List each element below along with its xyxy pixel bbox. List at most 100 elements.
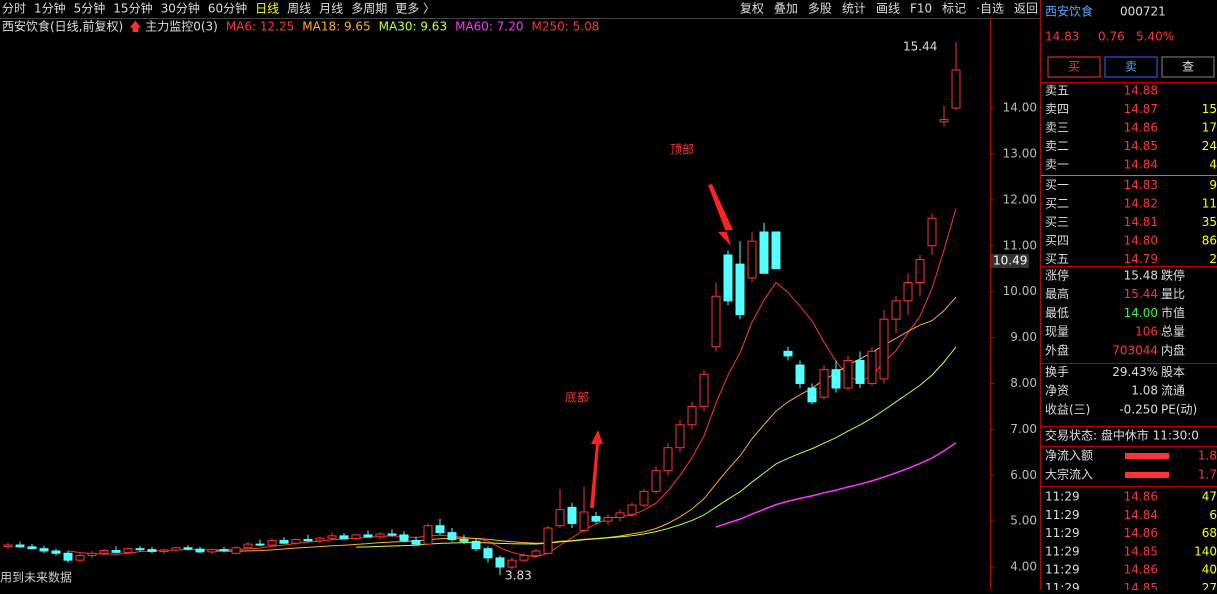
- trade-time: 11:29: [1045, 581, 1080, 590]
- trade-status: 交易状态: 盘中休市 11:30:0: [1045, 428, 1199, 443]
- candle-body: [111, 550, 121, 553]
- period-tab[interactable]: 更多 〉: [395, 2, 435, 16]
- trade-time: 11:29: [1045, 544, 1080, 558]
- candle-body: [411, 539, 421, 545]
- candle-body: [651, 470, 661, 492]
- trade-price: 14.86: [1124, 563, 1158, 577]
- stat-label: 外盘: [1045, 342, 1069, 357]
- trade-button-bg[interactable]: [1161, 56, 1215, 78]
- period-tab[interactable]: 5分钟: [74, 1, 106, 16]
- tool-button[interactable]: ·自选: [976, 2, 1004, 16]
- book-price: 14.83: [1124, 178, 1158, 192]
- stat-value: 703044: [1112, 343, 1158, 357]
- candle-body: [459, 539, 469, 542]
- candle-body: [927, 217, 937, 247]
- stat-value: 15.44: [1124, 287, 1158, 301]
- candle-body: [747, 240, 757, 279]
- flow-value: 1.8: [1198, 449, 1217, 463]
- book-volume: 35: [1202, 215, 1217, 229]
- period-tab[interactable]: 周线: [287, 2, 311, 16]
- period-tab[interactable]: 分时: [2, 2, 26, 16]
- period-tab[interactable]: 15分钟: [113, 1, 152, 16]
- stat-label-2: 跌停: [1161, 268, 1185, 283]
- candle-body: [183, 547, 193, 550]
- candle-body: [207, 549, 217, 553]
- flow-bar: [1125, 453, 1169, 459]
- book-label: 买二: [1045, 197, 1069, 211]
- tool-button[interactable]: 标记: [942, 2, 966, 16]
- stat-label: 最高: [1045, 286, 1069, 301]
- book-label: 买三: [1045, 215, 1069, 229]
- candle-body: [231, 547, 241, 554]
- trade-volume: 6: [1209, 508, 1217, 522]
- tool-button[interactable]: F10: [910, 2, 932, 16]
- stat-label: 现量: [1045, 325, 1069, 339]
- candle-body: [579, 511, 589, 531]
- candle-body: [171, 547, 181, 551]
- period-tab[interactable]: 多周期: [351, 2, 387, 16]
- note: 用到未来数据: [0, 570, 72, 585]
- book-price: 14.80: [1124, 234, 1158, 248]
- y-tick-label: 4.00: [1010, 560, 1037, 574]
- trade-button[interactable]: 查: [1182, 60, 1194, 74]
- candle-body: [303, 539, 313, 542]
- tool-button[interactable]: 复权: [740, 2, 764, 16]
- book-label: 买四: [1045, 234, 1069, 248]
- trade-button-bg[interactable]: [1104, 56, 1158, 78]
- candle-body: [915, 259, 925, 283]
- period-tab[interactable]: 月线: [319, 2, 343, 16]
- candle-body: [531, 550, 541, 557]
- tool-button[interactable]: 多股: [808, 2, 832, 16]
- candle-body: [675, 424, 685, 449]
- trade-time: 11:29: [1045, 563, 1080, 577]
- book-label: 卖二: [1045, 139, 1069, 153]
- trade-volume: 68: [1202, 526, 1217, 540]
- low-label: 3.83: [505, 569, 532, 583]
- change-pct: 5.40%: [1136, 30, 1174, 44]
- stat-label: 涨停: [1045, 268, 1069, 283]
- candle-body: [363, 534, 373, 538]
- candle-body: [219, 549, 229, 552]
- tool-button[interactable]: 返回: [1014, 2, 1038, 16]
- candle-body: [735, 263, 745, 316]
- annotation-top: 顶部: [670, 142, 694, 157]
- book-price: 14.86: [1124, 121, 1158, 135]
- up-arrow: 🡅: [129, 20, 141, 34]
- trade-button[interactable]: 买: [1068, 60, 1080, 74]
- chart-title: 西安饮食(日线,前复权): [2, 19, 123, 34]
- arrow: [708, 184, 733, 246]
- candle-body: [471, 540, 481, 550]
- tool-button[interactable]: 画线: [876, 2, 900, 16]
- period-tab[interactable]: 1分钟: [34, 1, 66, 16]
- book-price: 14.87: [1124, 102, 1158, 116]
- trade-button[interactable]: 卖: [1125, 60, 1137, 74]
- candle-body: [375, 533, 385, 538]
- candle-body: [903, 281, 913, 302]
- period-tab[interactable]: 60分钟: [208, 1, 247, 16]
- tool-button[interactable]: 统计: [842, 2, 866, 16]
- period-tab[interactable]: 30分钟: [161, 1, 200, 16]
- tool-button[interactable]: 叠加: [774, 2, 798, 16]
- change: 0.76: [1098, 30, 1125, 44]
- candle-body: [687, 405, 697, 426]
- trade-button-bg[interactable]: [1047, 56, 1101, 78]
- book-volume: 9: [1209, 178, 1217, 192]
- candle-body: [615, 512, 625, 518]
- trade-volume: 140: [1194, 544, 1217, 558]
- candle-body: [123, 548, 133, 553]
- candle-body: [483, 548, 493, 559]
- candle-body: [567, 506, 577, 524]
- period-tab[interactable]: 日线: [255, 2, 279, 16]
- candle-body: [663, 447, 673, 472]
- stat-label-2: 内盘: [1161, 342, 1185, 357]
- price-tag: 10.49: [993, 254, 1027, 268]
- annotation-bottom: 底部: [565, 390, 589, 405]
- trade-time: 11:29: [1045, 508, 1080, 522]
- y-tick-label: 9.00: [1010, 330, 1037, 344]
- candle-body: [447, 532, 457, 541]
- trade-price: 14.85: [1124, 544, 1158, 558]
- candle-body: [99, 550, 109, 554]
- y-tick-label: 12.00: [1003, 192, 1037, 206]
- candle-body: [351, 534, 361, 540]
